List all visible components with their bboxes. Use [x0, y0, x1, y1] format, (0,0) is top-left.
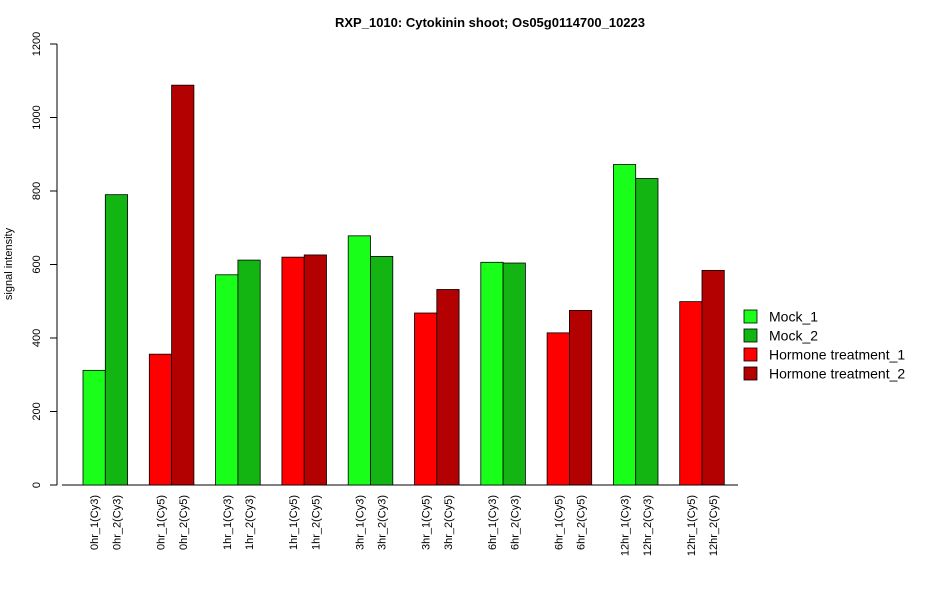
x-tick-label: 0hr_2(Cy3) — [111, 495, 123, 550]
legend-swatch — [743, 328, 758, 343]
legend-label: Hormone treatment_1 — [769, 347, 905, 363]
bar — [215, 274, 239, 486]
legend-label: Hormone treatment_2 — [769, 366, 905, 382]
bar — [480, 261, 504, 486]
bar — [635, 178, 659, 486]
x-tick-label: 6hr_1(Cy3) — [487, 495, 499, 550]
legend-label: Mock_1 — [769, 309, 818, 325]
x-tick-label: 6hr_1(Cy5) — [553, 495, 565, 550]
bar — [569, 310, 593, 486]
bar — [414, 312, 438, 486]
bar — [148, 353, 173, 486]
y-tick-label: 200 — [31, 402, 43, 420]
y-axis: 0 200 400 600 800 1000 1200 — [31, 32, 58, 488]
y-tick-label: 600 — [31, 255, 43, 273]
x-tick-label: 6hr_2(Cy3) — [509, 495, 521, 550]
y-tick-label: 0 — [31, 482, 43, 488]
x-tick-label: 3hr_2(Cy3) — [377, 495, 389, 550]
bar — [281, 256, 305, 486]
bar — [171, 84, 195, 486]
x-tick-label: 6hr_2(Cy5) — [576, 495, 588, 550]
x-tick-label: 3hr_1(Cy3) — [354, 495, 366, 550]
x-tick-label: 12hr_2(Cy3) — [642, 495, 654, 556]
y-tick-label: 400 — [31, 329, 43, 347]
x-tick-label: 0hr_1(Cy3) — [89, 495, 101, 550]
y-tick-label: 1200 — [31, 32, 43, 56]
bar — [82, 369, 106, 486]
x-tick-label: 0hr_1(Cy5) — [155, 495, 167, 550]
x-tick-label: 3hr_2(Cy5) — [443, 495, 455, 550]
bar — [347, 235, 371, 486]
x-tick-labels: 0hr_1(Cy3) 0hr_2(Cy3) 0hr_1(Cy5) 0hr_2(Cy5)… — [89, 495, 720, 556]
bar — [701, 269, 725, 486]
legend-swatch — [743, 347, 758, 362]
x-tick-label: 1hr_2(Cy5) — [310, 495, 322, 550]
y-axis-label: signal intensity — [3, 227, 15, 300]
chart-title: RXP_1010: Cytokinin shoot; Os05g0114700_… — [335, 15, 645, 30]
bar — [104, 194, 129, 486]
x-tick-label: 12hr_1(Cy3) — [620, 495, 632, 556]
y-tick-label: 1000 — [31, 105, 43, 129]
bar — [303, 254, 327, 486]
x-tick-label: 12hr_2(Cy5) — [708, 495, 720, 556]
bar — [370, 256, 394, 486]
bar — [502, 262, 526, 486]
bar — [436, 289, 460, 486]
legend-label: Mock_2 — [769, 328, 818, 344]
bar — [237, 259, 261, 486]
bar — [546, 332, 570, 486]
legend-swatch — [743, 366, 758, 381]
x-tick-label: 0hr_2(Cy5) — [178, 495, 190, 550]
x-tick-label: 3hr_1(Cy5) — [421, 495, 433, 550]
bar — [613, 164, 637, 486]
bars-group — [82, 84, 725, 486]
bar — [679, 301, 703, 486]
legend: Mock_1 Mock_2 Hormone treatment_1 Hormone t… — [743, 309, 905, 382]
legend-swatch — [743, 309, 758, 324]
y-tick-label: 800 — [31, 182, 43, 200]
x-tick-label: 12hr_1(Cy5) — [686, 495, 698, 556]
x-tick-label: 1hr_1(Cy3) — [222, 495, 234, 550]
x-tick-label: 1hr_1(Cy5) — [288, 495, 300, 550]
x-tick-label: 1hr_2(Cy3) — [244, 495, 256, 550]
